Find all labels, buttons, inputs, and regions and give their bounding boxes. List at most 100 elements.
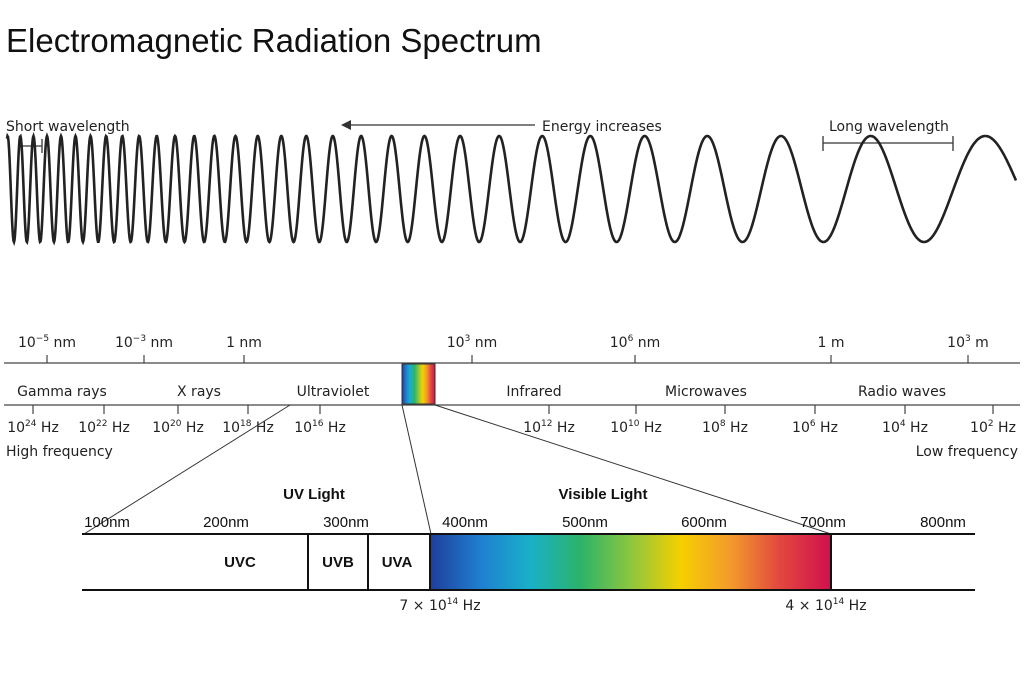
uv-segment-labels: UVC UVB UVA	[224, 554, 412, 571]
page-title: Electromagnetic Radiation Spectrum	[6, 22, 542, 59]
visible-light-title: Visible Light	[559, 486, 648, 503]
wavelength-tick-label-exp: 3	[965, 334, 971, 344]
zoom-connector-lines	[83, 404, 832, 535]
frequency-tick-label-base: 10	[152, 420, 170, 436]
long-wavelength-bracket	[822, 136, 954, 151]
frequency-tick-label-base: 10	[610, 420, 628, 436]
wavelength-tick-label-base: 10	[18, 335, 36, 351]
frequency-tick-label-exp: 22	[96, 419, 107, 429]
wavelength-tick-label-unit: m	[971, 335, 989, 351]
f700-unit: Hz	[844, 598, 866, 614]
frequency-tick-label-unit: Hz	[552, 420, 574, 436]
frequency-tick-label: 1020 Hz	[152, 419, 204, 436]
freq-700nm-label: 4 × 1014 Hz	[785, 597, 866, 614]
detail-strip	[82, 533, 975, 591]
frequency-tick-label-base: 10	[970, 420, 988, 436]
wavelength-tick-label: 103 m	[947, 334, 989, 351]
wavelength-tick-label: 1 m	[818, 335, 845, 351]
low-frequency-label: Low frequency	[916, 444, 1018, 460]
mini-visible-spectrum	[401, 363, 436, 405]
uv-segment-label: UVC	[224, 554, 256, 571]
wavelength-tick-label-exp: −5	[36, 334, 49, 344]
frequency-tick-label-unit: Hz	[994, 420, 1016, 436]
frequency-tick-label: 102 Hz	[970, 419, 1016, 436]
energy-increases-label: Energy increases	[542, 119, 662, 135]
wavelength-tick-label-unit: nm	[49, 335, 76, 351]
frequency-tick-label-exp: 4	[900, 419, 906, 429]
frequency-tick-label: 106 Hz	[792, 419, 838, 436]
wavelength-tick-label-exp: 3	[465, 334, 471, 344]
wavelength-tick-label-unit: nm	[470, 335, 497, 351]
f400-base: 7 × 10	[399, 598, 446, 614]
frequency-tick-label: 1022 Hz	[78, 419, 130, 436]
frequency-tick-label-unit: Hz	[639, 420, 661, 436]
frequency-tick-label-base: 10	[882, 420, 900, 436]
short-wavelength-label: Short wavelength	[6, 119, 130, 135]
frequency-tick-label: 1018 Hz	[222, 419, 274, 436]
nm-label: 600nm	[681, 514, 727, 531]
wavelength-tick-label-base: 10	[447, 335, 465, 351]
wavelength-tick-label-base: 10	[610, 335, 628, 351]
frequency-tick-label-base: 10	[7, 420, 25, 436]
high-frequency-label: High frequency	[6, 444, 113, 460]
wavelength-tick-label-base: 10	[115, 335, 133, 351]
freq-400nm-label: 7 × 1014 Hz	[399, 597, 480, 614]
frequency-ticks: 1024 Hz 1022 Hz 1020 Hz 1018 Hz 1016 Hz 1012 …	[7, 405, 1016, 436]
uv-segment-label: UVA	[382, 554, 413, 571]
frequency-tick-label-base: 10	[294, 420, 312, 436]
frequency-tick-label-exp: 6	[810, 419, 816, 429]
band-label: X rays	[177, 384, 221, 400]
frequency-tick-label-unit: Hz	[36, 420, 58, 436]
wavelength-tick-label-base: 1 nm	[226, 335, 262, 351]
nm-label: 500nm	[562, 514, 608, 531]
frequency-tick-label-exp: 10	[628, 419, 640, 429]
frequency-tick-label: 104 Hz	[882, 419, 928, 436]
frequency-tick-label-exp: 18	[240, 419, 252, 429]
nm-label: 100nm	[84, 514, 130, 531]
band-label: Radio waves	[858, 384, 946, 400]
wavelength-tick-label: 10−3 nm	[115, 334, 173, 351]
frequency-tick-label-exp: 12	[541, 419, 552, 429]
frequency-tick-label-exp: 2	[988, 419, 994, 429]
frequency-tick-label-base: 10	[523, 420, 541, 436]
frequency-tick-label-base: 10	[792, 420, 810, 436]
f400-exp: 14	[447, 597, 459, 607]
wavelength-tick-label-unit: nm	[146, 335, 173, 351]
wavelength-tick-label: 10−5 nm	[18, 334, 76, 351]
band-label: Ultraviolet	[297, 384, 370, 400]
energy-arrow	[341, 120, 535, 130]
frequency-tick-label: 1024 Hz	[7, 419, 59, 436]
frequency-tick-label-exp: 24	[25, 419, 37, 429]
frequency-tick-label: 1010 Hz	[610, 419, 662, 436]
frequency-tick-label-base: 10	[702, 420, 720, 436]
wavelength-tick-label: 106 nm	[610, 334, 661, 351]
frequency-tick-label-unit: Hz	[181, 420, 203, 436]
frequency-tick-label-base: 10	[78, 420, 96, 436]
frequency-tick-label-base: 10	[222, 420, 240, 436]
band-labels: Gamma rays X rays Ultraviolet Infrared Micro…	[17, 384, 946, 400]
frequency-tick-label-unit: Hz	[906, 420, 928, 436]
band-label: Microwaves	[665, 384, 747, 400]
frequency-tick-label-unit: Hz	[323, 420, 345, 436]
wavelength-tick-label-unit: nm	[633, 335, 660, 351]
nm-label: 200nm	[203, 514, 249, 531]
band-label: Infrared	[506, 384, 561, 400]
nm-label: 800nm	[920, 514, 966, 531]
frequency-tick-label-unit: Hz	[726, 420, 748, 436]
wavelength-tick-label-base: 10	[947, 335, 965, 351]
nm-label: 700nm	[800, 514, 846, 531]
nm-label: 400nm	[442, 514, 488, 531]
uv-light-title: UV Light	[283, 486, 345, 503]
f700-base: 4 × 10	[785, 598, 832, 614]
frequency-tick-label-exp: 8	[720, 419, 726, 429]
f400-unit: Hz	[458, 598, 480, 614]
band-label: Gamma rays	[17, 384, 107, 400]
nm-label: 300nm	[323, 514, 369, 531]
visible-spectrum-bar	[429, 533, 832, 591]
frequency-tick-label-exp: 16	[312, 419, 324, 429]
frequency-tick-label-exp: 20	[170, 419, 182, 429]
uv-segment-label: UVB	[322, 554, 354, 571]
frequency-tick-label-unit: Hz	[816, 420, 838, 436]
frequency-tick-label-unit: Hz	[107, 420, 129, 436]
